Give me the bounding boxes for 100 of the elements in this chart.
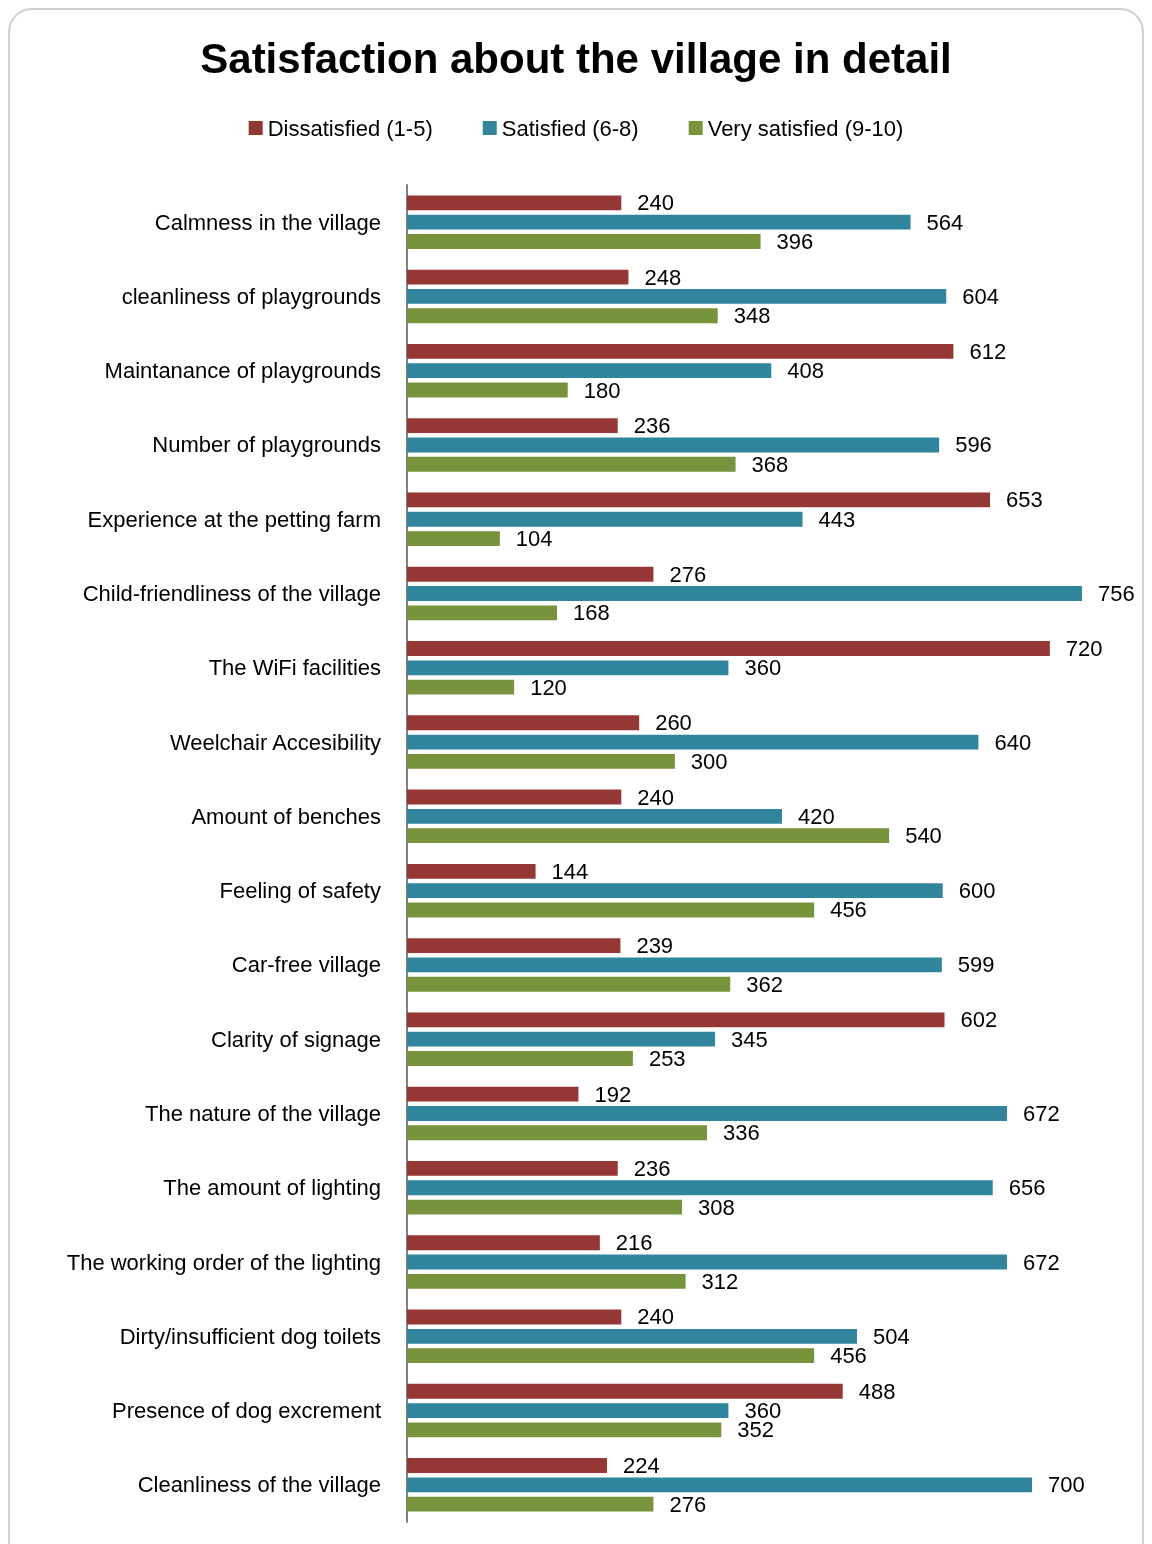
data-label: 336 [723, 1120, 760, 1146]
data-label: 180 [583, 377, 621, 403]
data-label: 276 [669, 561, 707, 587]
bar [407, 1161, 618, 1176]
bar [407, 1422, 722, 1438]
data-label: 600 [958, 878, 996, 904]
data-label: 612 [969, 338, 1007, 364]
y-tick-label: Amount of benches [191, 803, 381, 829]
bar [407, 1051, 633, 1066]
data-label: 720 [1065, 635, 1103, 661]
data-label: 488 [858, 1378, 896, 1404]
data-label: 640 [994, 729, 1032, 755]
bar [407, 1106, 1007, 1121]
bar [407, 288, 947, 304]
data-label: 408 [787, 358, 824, 384]
data-label: 192 [594, 1081, 632, 1107]
y-tick-label: The working order of the lighting [66, 1249, 381, 1275]
data-label: 144 [551, 858, 589, 884]
data-label: 168 [573, 600, 610, 626]
bar [407, 641, 1050, 656]
bar [407, 418, 618, 434]
data-label: 656 [1008, 1175, 1046, 1201]
bar [407, 234, 761, 249]
y-tick-label: The nature of the village [144, 1100, 381, 1126]
bar [407, 1012, 945, 1028]
bar [407, 1235, 600, 1251]
data-label: 345 [731, 1026, 768, 1052]
data-label: 420 [798, 803, 835, 829]
y-tick-label: cleanliness of playgrounds [121, 283, 381, 309]
legend-label: Very satisfied (9-10) [707, 115, 904, 141]
bar [407, 1403, 729, 1419]
bar [407, 195, 622, 211]
data-label: 672 [1023, 1249, 1060, 1275]
data-label: 599 [957, 952, 995, 978]
bar [407, 679, 515, 695]
data-label: 236 [633, 413, 671, 439]
data-label: 396 [776, 228, 814, 254]
data-label: 352 [737, 1417, 774, 1443]
data-label: 260 [655, 710, 692, 736]
data-label: 248 [644, 264, 682, 290]
data-label: 216 [615, 1230, 653, 1256]
bar [407, 456, 736, 472]
data-label: 308 [698, 1194, 735, 1220]
bar [407, 511, 803, 527]
data-label: 240 [637, 784, 674, 810]
data-label: 596 [955, 432, 992, 458]
chart-title: Satisfaction about the village in detail [200, 34, 952, 82]
bar [407, 363, 772, 379]
data-label: 540 [905, 823, 942, 849]
bar [407, 308, 718, 324]
data-label: 312 [701, 1268, 739, 1294]
bar [407, 1125, 707, 1141]
bar [407, 1254, 1007, 1270]
data-label: 504 [873, 1323, 910, 1349]
data-label: 756 [1098, 581, 1135, 607]
data-label: 700 [1048, 1472, 1085, 1498]
data-label: 443 [818, 506, 856, 532]
bar [407, 883, 943, 899]
bar [407, 957, 942, 973]
legend-label: Dissatisfied (1-5) [267, 115, 433, 141]
data-label: 239 [636, 933, 674, 959]
bar [407, 1477, 1032, 1493]
data-label: 253 [648, 1046, 686, 1072]
bar [407, 1309, 622, 1325]
bar [407, 1180, 993, 1196]
y-tick-label: Car-free village [231, 952, 381, 978]
data-label: 236 [633, 1155, 671, 1181]
bar [407, 863, 536, 879]
bar [407, 902, 815, 918]
bar [407, 808, 782, 824]
data-label: 602 [960, 1007, 998, 1033]
bar [407, 437, 940, 453]
bar [407, 753, 675, 769]
bar [407, 1031, 716, 1047]
data-label: 456 [830, 1343, 867, 1369]
data-label: 653 [1006, 487, 1043, 513]
data-label: 224 [623, 1453, 660, 1479]
bar [407, 828, 890, 844]
bar [407, 1199, 682, 1215]
bar [407, 1273, 686, 1289]
bar [407, 1458, 607, 1473]
bar [407, 1383, 843, 1399]
y-tick-label: Cleanliness of the village [137, 1472, 381, 1498]
y-tick-label: Dirty/insufficient dog toilets [119, 1323, 381, 1349]
y-tick-label: The amount of lighting [163, 1175, 381, 1201]
y-tick-label: Number of playgrounds [152, 432, 381, 458]
bar [407, 789, 622, 805]
y-tick-label: Presence of dog excrement [111, 1398, 381, 1424]
bar [407, 1496, 654, 1512]
bar [407, 1086, 579, 1102]
bar [407, 566, 654, 582]
bar [407, 938, 621, 954]
bar [407, 605, 557, 621]
y-tick-label: Feeling of safety [219, 878, 381, 904]
data-label: 456 [830, 897, 867, 923]
bar [407, 660, 729, 676]
bar [407, 586, 1082, 601]
bar [407, 1328, 857, 1344]
y-tick-label: Child-friendliness of the village [82, 581, 381, 607]
bar [407, 734, 979, 750]
